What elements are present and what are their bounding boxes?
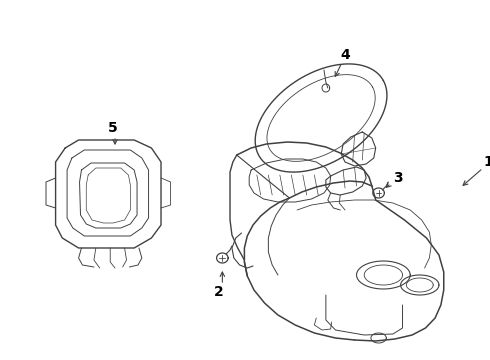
Text: 4: 4 — [340, 48, 350, 62]
Text: 3: 3 — [393, 171, 403, 185]
Text: 1: 1 — [484, 155, 490, 169]
Text: 2: 2 — [214, 285, 223, 299]
Text: 5: 5 — [108, 121, 118, 135]
